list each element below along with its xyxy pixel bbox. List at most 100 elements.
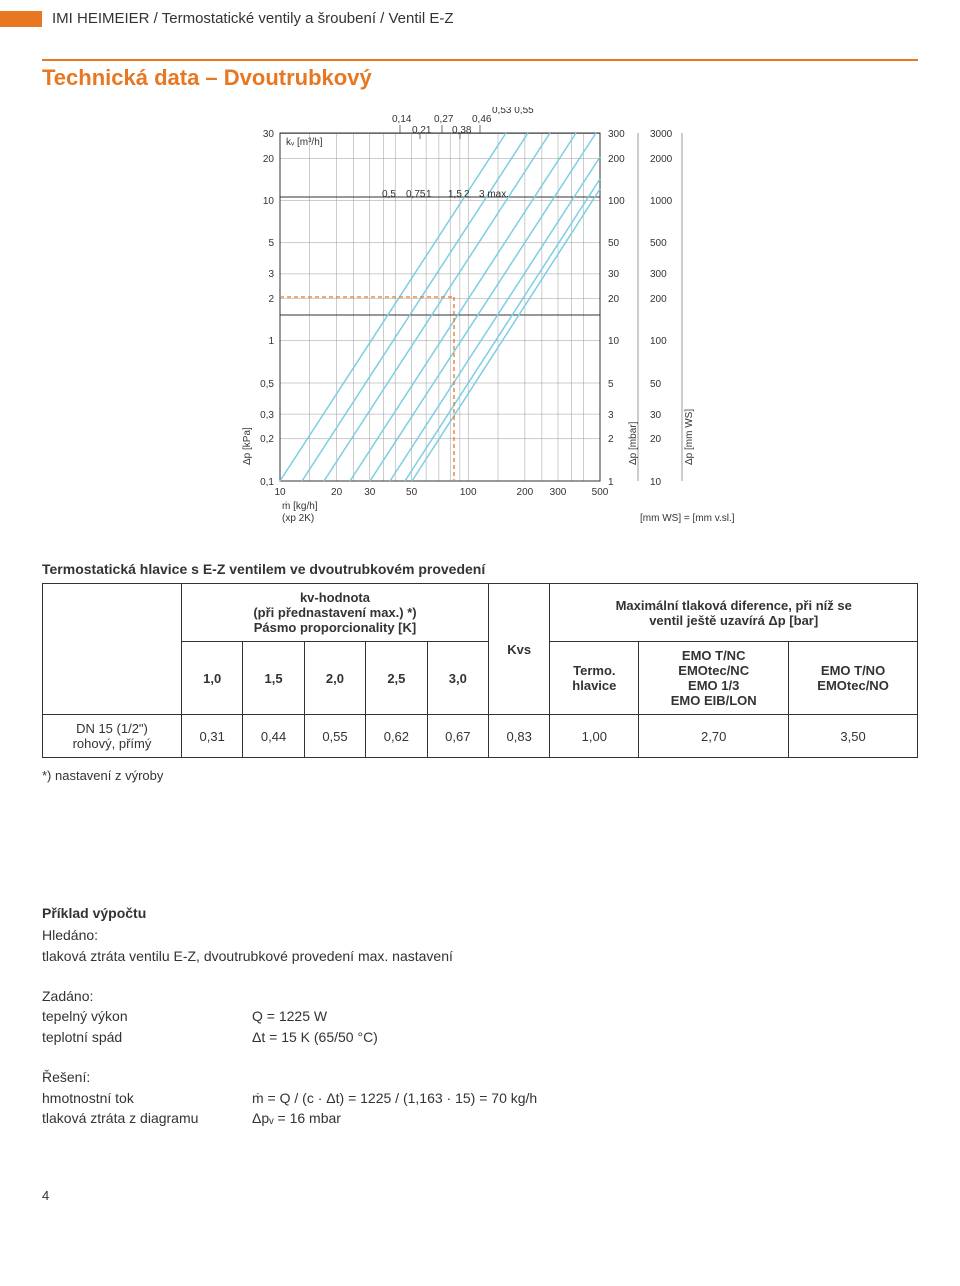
cell-4: 0,67 [427, 715, 488, 758]
dp-col-1: EMO T/NC EMOtec/NC EMO 1/3 EMO EIB/LON [639, 642, 789, 715]
svg-text:1000: 1000 [650, 196, 673, 207]
svg-text:3000: 3000 [650, 129, 673, 140]
svg-text:1: 1 [608, 477, 614, 488]
table-heading: Termostatická hlavice s E-Z ventilem ve … [42, 561, 918, 577]
svg-text:100: 100 [608, 196, 625, 207]
breadcrumb: IMI HEIMEIER / Termostatické ventily a š… [0, 10, 960, 27]
y-right-unit: Δp [mm WS] [684, 409, 695, 465]
valve-data-table: kv-hodnota (při přednastavení max.) *) P… [42, 583, 918, 758]
prop-col-1: 1,5 [243, 642, 304, 715]
cell-1: 0,44 [243, 715, 304, 758]
svg-text:2: 2 [268, 294, 274, 305]
svg-text:30: 30 [364, 487, 376, 498]
cell-6: 1,00 [550, 715, 639, 758]
kv-top-1: 0,27 [434, 114, 454, 125]
curve-label-2: 1 [426, 189, 432, 200]
y-left-unit: Δp [kPa] [242, 427, 253, 465]
svg-text:0,3: 0,3 [260, 410, 274, 421]
kv-mid-1: 0,38 [452, 125, 472, 136]
svg-text:500: 500 [650, 238, 667, 249]
svg-text:30: 30 [608, 269, 620, 280]
kv-top-0: 0,14 [392, 114, 412, 125]
breadcrumb-text: IMI HEIMEIER / Termostatické ventily a š… [52, 10, 454, 27]
svg-text:10: 10 [650, 477, 662, 488]
svg-text:300: 300 [550, 487, 567, 498]
example-calc: Příklad výpočtu Hledáno: tlaková ztráta … [42, 903, 918, 1128]
section-title: Technická data – Dvoutrubkový [42, 65, 918, 91]
cell-0: 0,31 [181, 715, 242, 758]
dp-col-2: EMO T/NO EMOtec/NO [789, 642, 918, 715]
pressure-flow-chart: 0,5 0,75 1 1,5 2 3 max. kᵥ [m³/h] 0,14 0… [42, 107, 918, 537]
curve-label-0: 0,5 [382, 189, 396, 200]
svg-text:5: 5 [268, 238, 274, 249]
chart-svg: 0,5 0,75 1 1,5 2 3 max. kᵥ [m³/h] 0,14 0… [220, 107, 740, 537]
brand-accent-chip [0, 11, 42, 27]
table-footnote: *) nastavení z výroby [42, 768, 918, 783]
svg-text:30: 30 [650, 410, 662, 421]
svg-text:0,5: 0,5 [260, 379, 274, 390]
x-ticks: 10 20 30 50 100 200 300 500 [274, 487, 608, 498]
kv-top-labels: 0,14 0,27 0,46 0,21 0,38 0,53 0,55 [392, 107, 534, 139]
y-mid-unit: Δp [mbar] [628, 421, 639, 465]
kv-sep: 0,53 0,55 [492, 107, 534, 116]
reference-lines [280, 297, 454, 481]
dp-col-0: Termo. hlavice [550, 642, 639, 715]
svg-text:5: 5 [608, 379, 614, 390]
svg-text:3: 3 [268, 269, 274, 280]
svg-text:20: 20 [608, 294, 620, 305]
svg-text:0,2: 0,2 [260, 434, 274, 445]
svg-text:100: 100 [460, 487, 477, 498]
svg-text:10: 10 [608, 336, 620, 347]
svg-text:200: 200 [608, 154, 625, 165]
svg-text:200: 200 [650, 294, 667, 305]
svg-text:20: 20 [650, 434, 662, 445]
prop-col-3: 2,5 [366, 642, 427, 715]
svg-text:0,1: 0,1 [260, 477, 274, 488]
curve-label-4: 2 [464, 189, 470, 200]
svg-text:50: 50 [406, 487, 418, 498]
example-hledano-label: Hledáno: [42, 925, 918, 945]
svg-text:20: 20 [263, 154, 275, 165]
prop-col-2: 2,0 [304, 642, 365, 715]
svg-text:2000: 2000 [650, 154, 673, 165]
section-rule [42, 59, 918, 61]
y-left-ticks: 0,1 0,2 0,3 0,5 1 2 3 5 10 20 30 [260, 129, 274, 488]
example-row-4: tlaková ztráta z diagramu Δpᵥ = 16 mbar [42, 1108, 918, 1128]
cell-3: 0,62 [366, 715, 427, 758]
row-label: DN 15 (1/2") rohový, přímý [43, 715, 182, 758]
example-row-1: tepelný výkon Q = 1225 W [42, 1006, 918, 1026]
page-number: 4 [42, 1188, 960, 1203]
svg-text:3: 3 [608, 410, 614, 421]
example-zadano-label: Zadáno: [42, 986, 918, 1006]
kv-mid-0: 0,21 [412, 125, 432, 136]
example-row-2: teplotní spád Δt = 15 K (65/50 °C) [42, 1027, 918, 1047]
svg-text:2: 2 [608, 434, 614, 445]
kv-curves [280, 133, 600, 481]
svg-text:10: 10 [263, 196, 275, 207]
example-reseni-label: Řešení: [42, 1067, 918, 1087]
x-axis-unit-top: ṁ [kg/h] [282, 501, 318, 512]
svg-text:30: 30 [263, 129, 275, 140]
table-row: DN 15 (1/2") rohový, přímý 0,31 0,44 0,5… [43, 715, 918, 758]
kv-group-header: kv-hodnota (při přednastavení max.) *) P… [181, 584, 488, 642]
example-hledano-text: tlaková ztráta ventilu E-Z, dvoutrubkové… [42, 946, 918, 966]
svg-text:20: 20 [331, 487, 343, 498]
prop-col-4: 3,0 [427, 642, 488, 715]
curve-label-1: 0,75 [406, 189, 426, 200]
svg-text:500: 500 [592, 487, 609, 498]
row-label-header [43, 584, 182, 715]
svg-text:1: 1 [268, 336, 274, 347]
svg-text:50: 50 [608, 238, 620, 249]
kv-top-2: 0,46 [472, 114, 492, 125]
curve-label-3: 1,5 [448, 189, 462, 200]
svg-text:300: 300 [650, 269, 667, 280]
cell-7: 2,70 [639, 715, 789, 758]
svg-text:100: 100 [650, 336, 667, 347]
example-title: Příklad výpočtu [42, 903, 918, 923]
prop-col-0: 1,0 [181, 642, 242, 715]
cell-8: 3,50 [789, 715, 918, 758]
svg-text:200: 200 [517, 487, 534, 498]
svg-text:50: 50 [650, 379, 662, 390]
dp-group-header: Maximální tlaková diference, při níž se … [550, 584, 918, 642]
x-axis-unit-bot: (xp 2K) [282, 513, 314, 524]
